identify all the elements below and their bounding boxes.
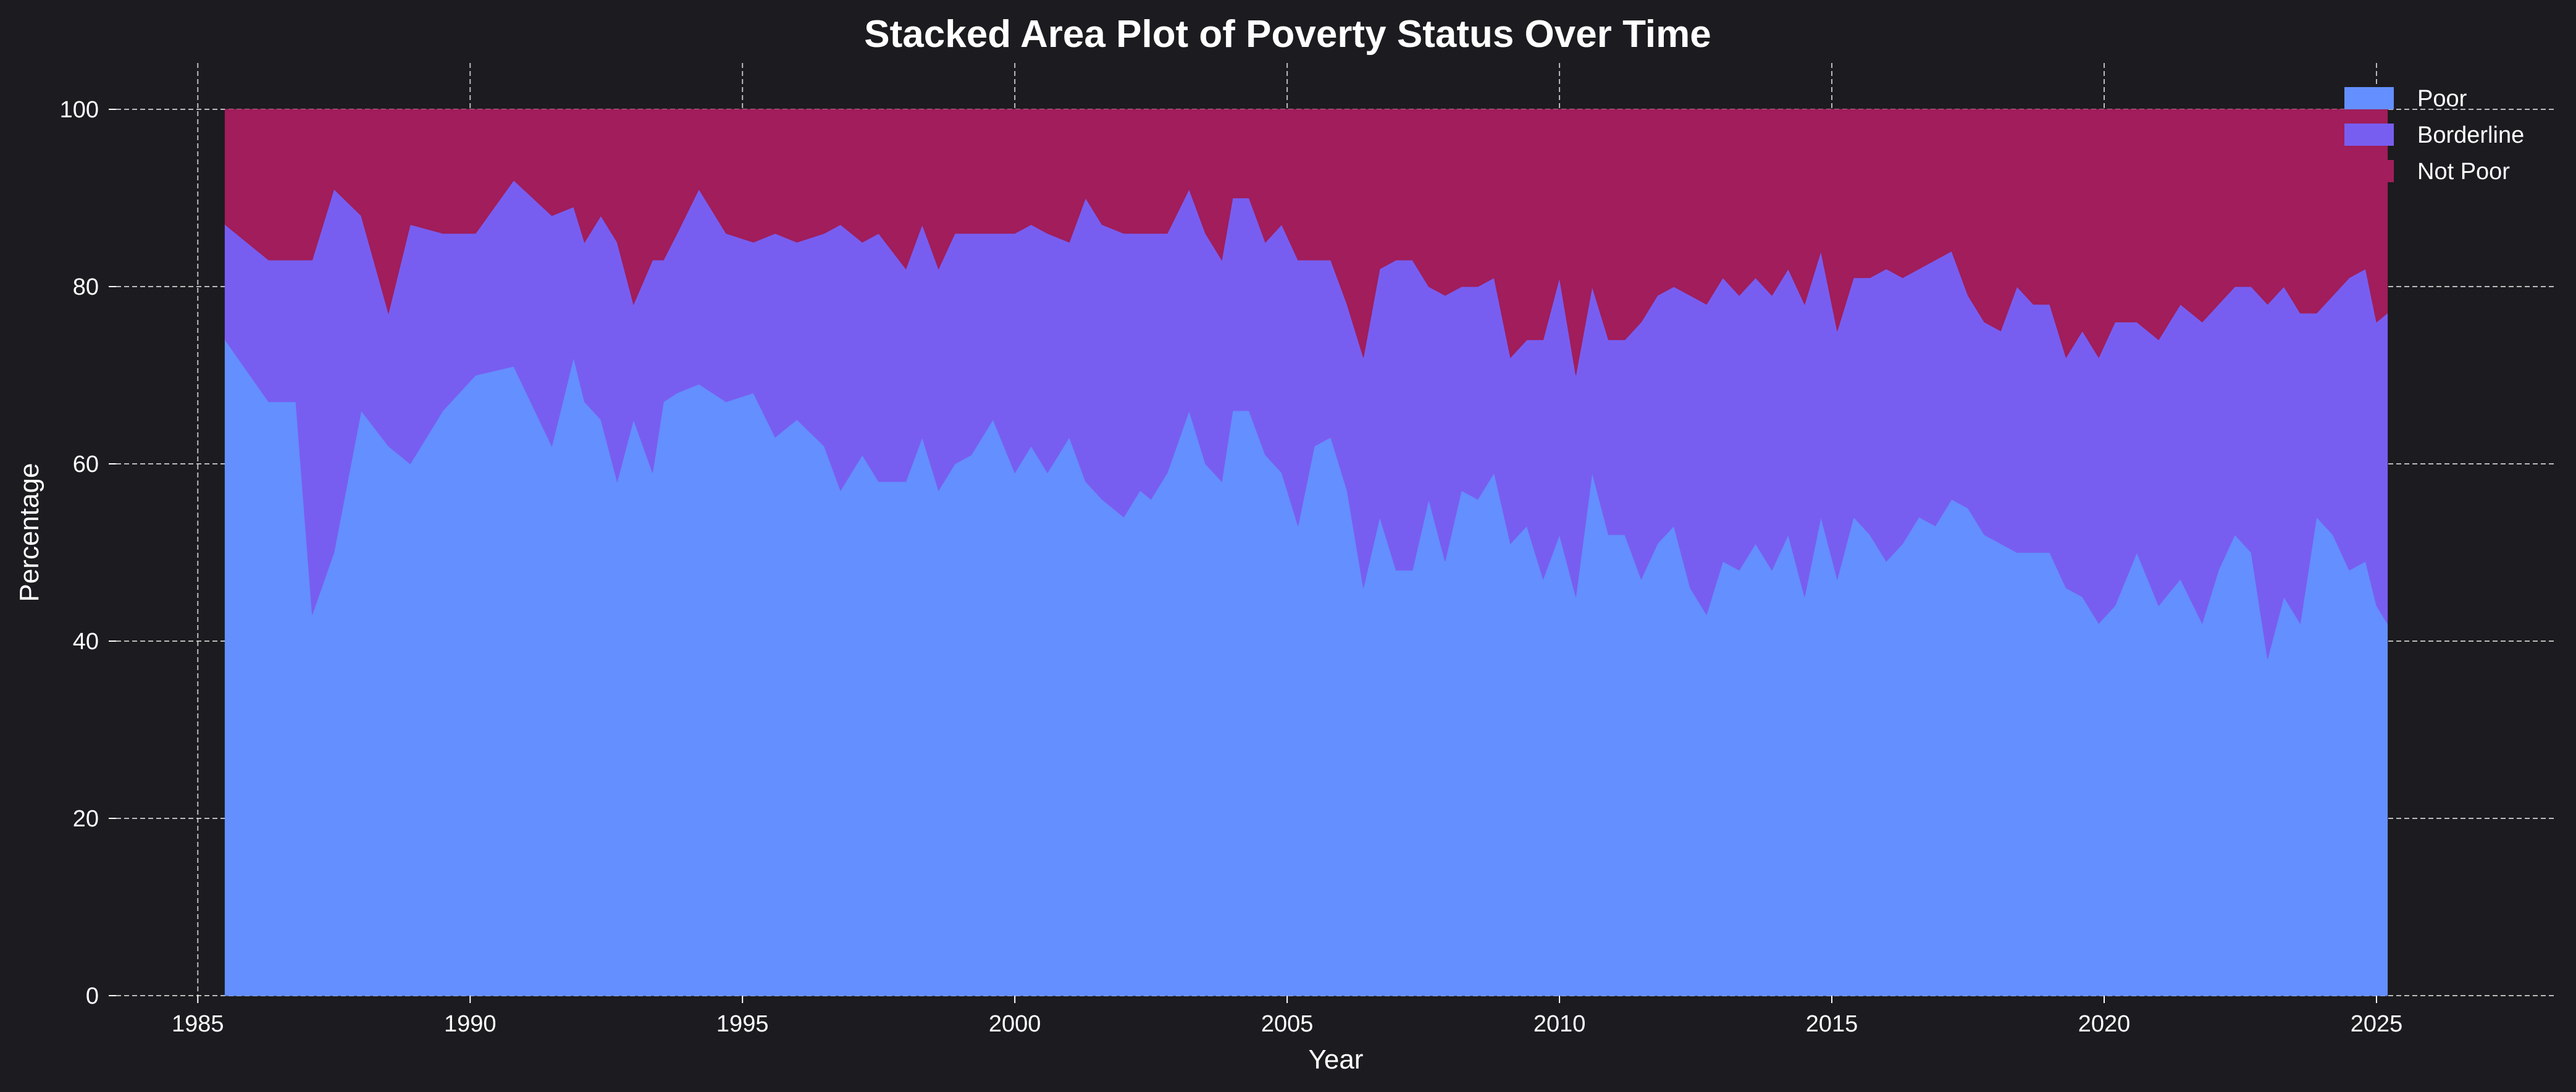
legend-swatch-poor — [2344, 87, 2394, 109]
x-tick-label-2025: 2025 — [2351, 1011, 2403, 1037]
x-axis-label: Year — [1309, 1044, 1364, 1075]
x-tick-label-1985: 1985 — [172, 1011, 224, 1037]
legend-swatch-borderline — [2344, 124, 2394, 146]
axes: 1985 1990 1995 2000 2005 2010 2015 2020 2025 0 20 4… — [60, 97, 2403, 1037]
y-tick-label-60: 60 — [73, 452, 99, 477]
x-tick-label-2020: 2020 — [2078, 1011, 2131, 1037]
y-tick-label-40: 40 — [73, 629, 99, 655]
chart-title: Stacked Area Plot of Poverty Status Over… — [864, 13, 1711, 56]
y-tick-label-100: 100 — [60, 97, 99, 123]
legend-label-not-poor: Not Poor — [2417, 159, 2510, 185]
x-tick-label-2015: 2015 — [1806, 1011, 1858, 1037]
legend-label-borderline: Borderline — [2417, 122, 2524, 148]
legend: Poor Borderline Not Poor — [2344, 86, 2524, 185]
legend-swatch-not-poor — [2344, 160, 2394, 182]
x-tick-label-2005: 2005 — [1261, 1011, 1314, 1037]
x-tick-label-1990: 1990 — [444, 1011, 497, 1037]
y-tick-label-80: 80 — [73, 274, 99, 300]
y-axis-label: Percentage — [14, 463, 44, 602]
area-not-poor — [224, 109, 2388, 376]
x-tick-label-1995: 1995 — [716, 1011, 769, 1037]
area-series — [224, 109, 2388, 996]
x-tick-label-2010: 2010 — [1533, 1011, 1586, 1037]
legend-label-poor: Poor — [2417, 86, 2467, 112]
y-tick-label-0: 0 — [86, 983, 99, 1009]
y-tick-label-20: 20 — [73, 806, 99, 832]
x-tick-label-2000: 2000 — [989, 1011, 1041, 1037]
